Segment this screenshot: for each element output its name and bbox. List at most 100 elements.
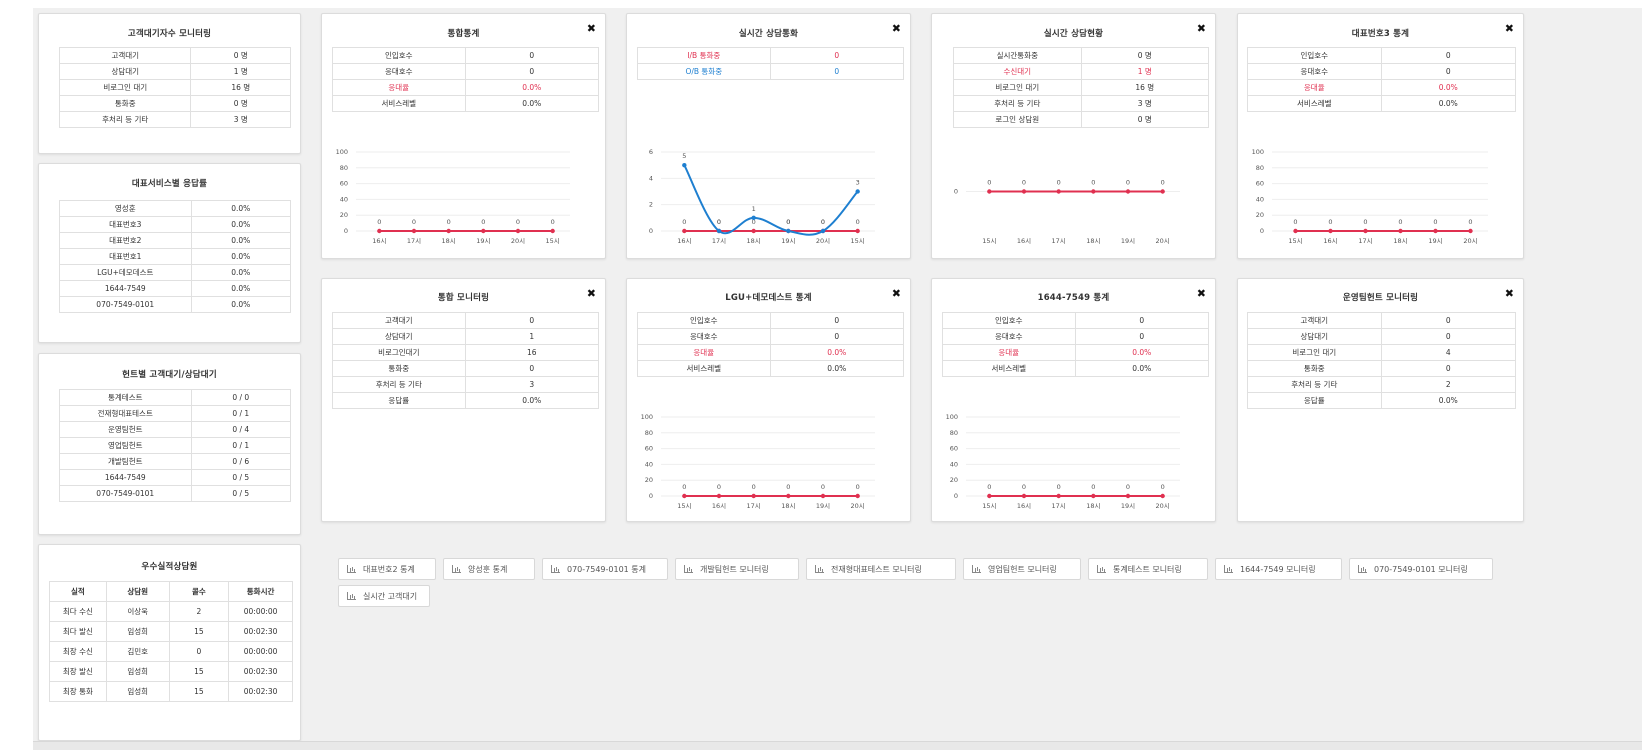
data-label: 0 [1468, 218, 1472, 226]
y-tick-label: 60 [1256, 180, 1264, 188]
table-cell: 0.0% [769, 360, 905, 377]
table-cell: 0.0% [190, 280, 292, 297]
panel-tab[interactable]: 070-7549-0101 통계 [542, 558, 668, 580]
x-tick-label: 17시 [747, 502, 761, 510]
y-tick-label: 60 [950, 445, 958, 453]
data-point [987, 189, 992, 194]
table-row: 전재형대표테스트 0 / 1 [59, 405, 292, 422]
data-label: 0 [821, 218, 825, 226]
x-tick-label: 17시 [1052, 502, 1066, 510]
y-tick-label: 0 [954, 188, 958, 196]
data-label: 5 [682, 152, 686, 160]
close-icon[interactable]: ✖ [891, 287, 901, 300]
col-header: 실적 [49, 581, 107, 602]
table-cell: 최다 수신 [49, 601, 107, 622]
table-cell: 0.0% [1074, 344, 1210, 361]
panel-tab[interactable]: 대표번호2 통계 [338, 558, 436, 580]
close-icon[interactable]: ✖ [1504, 22, 1514, 35]
table-cell: 통계테스트 [59, 389, 192, 406]
data-point [820, 493, 826, 499]
data-point [716, 493, 722, 499]
table-cell: 1644-7549 [59, 469, 192, 486]
panel-title: 헌트별 고객대기/상담대기 [122, 370, 217, 380]
y-tick-label: 40 [340, 195, 348, 203]
table-cell: 16 명 [1080, 79, 1210, 96]
table-row: 대표번호2 0.0% [59, 232, 292, 249]
data-point [1125, 493, 1131, 499]
table-row: 인입호수 0 [942, 312, 1210, 329]
y-tick-label: 100 [946, 413, 958, 421]
table-cell: 응대율 [637, 344, 771, 361]
customer-wait-monitor-panel: 고객대기자수 모니터링 고객대기 0 명 상담대기 1 명 비로그인 대기 16 명 통화중… [38, 13, 301, 154]
table-row: 후처리 등 기타 3 [332, 376, 600, 393]
tonghap-stats-table: 인입호수 0 응대호수 0 응대율 0.0% 서비스레벨 0.0% [332, 47, 600, 112]
y-tick-label: 80 [1256, 164, 1264, 172]
series-line [683, 164, 859, 236]
table-row: 대표번호3 0.0% [59, 216, 292, 233]
panel-title: 실시간 상담현황 [1043, 29, 1104, 39]
chart-icon [551, 565, 560, 573]
x-tick-label: 18시 [1086, 237, 1100, 245]
x-tick-label: 16시 [1323, 237, 1337, 245]
table-row: 영업팀헌트 0 / 1 [59, 437, 292, 454]
tab-label: 전재형대표테스트 모니터링 [831, 564, 922, 574]
x-tick-label: 20시 [1156, 237, 1170, 245]
x-tick-label: 15시 [982, 237, 996, 245]
close-icon[interactable]: ✖ [891, 22, 901, 35]
table-cell: I/B 통화중 [637, 47, 771, 64]
table-row: 인입호수 0 [637, 312, 905, 329]
table-cell: 0.0% [1380, 392, 1517, 409]
data-point [1293, 228, 1298, 234]
x-tick-label: 17시 [1052, 237, 1066, 245]
y-tick-label: 0 [1260, 227, 1264, 235]
close-icon[interactable]: ✖ [1504, 287, 1514, 300]
panel-tab[interactable]: 전재형대표테스트 모니터링 [806, 558, 956, 580]
table-cell: 0 / 1 [190, 437, 292, 454]
table-cell: 고객대기 [58, 47, 192, 64]
data-label: 3 [856, 179, 860, 187]
x-tick-label: 19시 [476, 237, 490, 245]
table-cell: 후처리 등 기타 [953, 95, 1082, 112]
chart-icon [1358, 565, 1367, 573]
table-cell: 최장 통화 [49, 681, 107, 702]
data-point [855, 228, 860, 234]
data-point [1363, 228, 1368, 234]
table-row: 대표번호1 0.0% [59, 248, 292, 265]
data-label: 0 [752, 483, 756, 491]
table-cell: 1 명 [1080, 63, 1210, 80]
table-cell: 이상욱 [105, 601, 170, 622]
data-point [751, 228, 756, 234]
panel-tab[interactable]: 1644-7549 모니터링 [1215, 558, 1342, 580]
close-icon[interactable]: ✖ [586, 22, 596, 35]
close-icon[interactable]: ✖ [1196, 287, 1206, 300]
data-point [1433, 228, 1438, 234]
table-cell: 3 명 [1080, 95, 1210, 112]
close-icon[interactable]: ✖ [586, 287, 596, 300]
panel-tab[interactable]: 개발팀헌트 모니터링 [675, 558, 799, 580]
realtime-call-panel: 실시간 상담통화 ✖ I/B 통화중 0 O/B 통화중 0 0 2 4 6 16시 17시 18… [626, 13, 911, 259]
panel-title: LGU+데모데스트 통계 [725, 293, 812, 303]
panel-tab[interactable]: 양성훈 통계 [443, 558, 535, 580]
panel-tab[interactable]: 실시간 고객대기 [338, 585, 430, 607]
col-header: 상담원 [105, 581, 170, 602]
x-tick-label: 17시 [712, 237, 726, 245]
table-cell: 0 / 1 [190, 405, 292, 422]
table-cell: 김민호 [105, 641, 170, 662]
close-icon[interactable]: ✖ [1196, 22, 1206, 35]
x-tick-label: 20시 [1463, 237, 1477, 245]
data-label: 0 [1363, 218, 1367, 226]
panel-tab[interactable]: 070-7549-0101 모니터링 [1349, 558, 1493, 580]
y-tick-label: 4 [649, 174, 653, 182]
data-label: 0 [1057, 483, 1061, 491]
panel-tab[interactable]: 통계테스트 모니터링 [1088, 558, 1208, 580]
x-tick-label: 15시 [546, 237, 560, 245]
y-tick-label: 20 [645, 476, 653, 484]
horizontal-scrollbar[interactable] [33, 741, 1642, 750]
table-cell: 15 [168, 621, 230, 642]
panel-tab[interactable]: 영업팀헌트 모니터링 [963, 558, 1081, 580]
data-label: 0 [856, 483, 860, 491]
table-cell: 0 명 [1080, 111, 1210, 128]
table-cell: 실시간통화중 [953, 47, 1082, 64]
y-tick-label: 80 [340, 164, 348, 172]
